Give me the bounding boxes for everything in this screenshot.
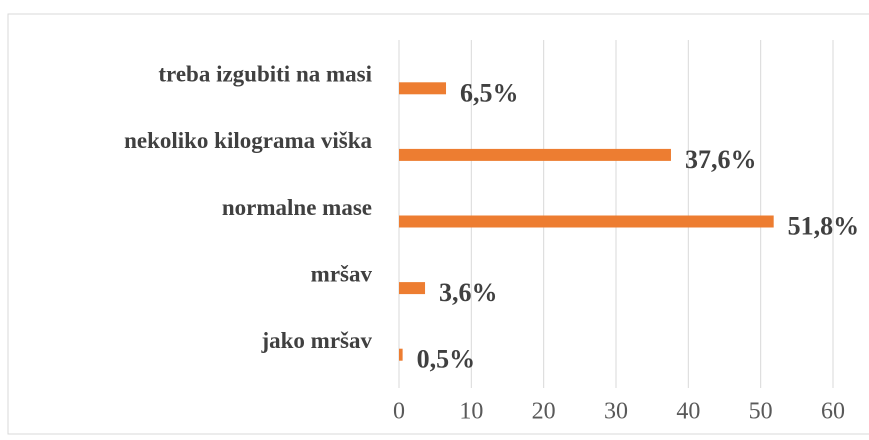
value-label: 6,5% [460, 78, 519, 107]
value-label: 3,6% [439, 278, 498, 307]
x-tick-label: 20 [532, 399, 556, 425]
x-tick-label: 40 [676, 399, 700, 425]
bar [399, 215, 774, 228]
bar [399, 148, 671, 161]
x-tick-label: 10 [459, 399, 483, 425]
x-tick-label: 30 [604, 399, 628, 425]
y-tick-label: treba izgubiti na masi [158, 62, 372, 87]
y-tick-label: normalne mase [222, 195, 372, 220]
y-tick-label: mršav [311, 261, 373, 286]
value-label: 0,5% [417, 345, 476, 374]
value-label: 51,8% [788, 211, 860, 240]
y-tick-label: jako mršav [260, 328, 372, 353]
x-tick-label: 0 [393, 399, 405, 425]
bar [399, 82, 447, 95]
chart-frame [7, 13, 869, 435]
value-label: 37,6% [685, 145, 757, 174]
bar [399, 282, 426, 295]
y-tick-label: nekoliko kilograma viška [124, 128, 372, 153]
x-tick-label: 60 [821, 399, 845, 425]
bar [399, 348, 403, 361]
x-tick-label: 50 [749, 399, 773, 425]
